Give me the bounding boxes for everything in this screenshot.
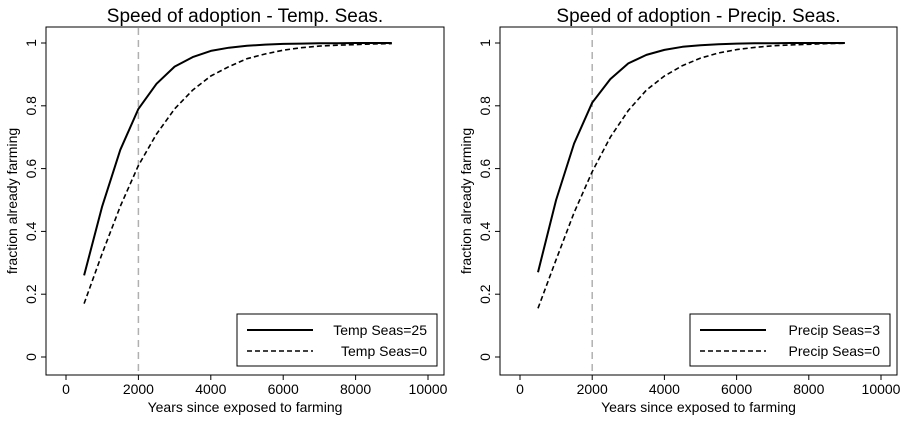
y-tick-label: 0.2 — [477, 284, 493, 304]
chart-panel-1: Speed of adoption - Temp. Seas. 0 2000 4000… — [4, 6, 448, 415]
series-line-1 — [83, 42, 392, 276]
series-line-1 — [537, 42, 845, 273]
x-axis-label: Years since exposed to farming — [148, 399, 343, 415]
y-tick-label: 0 — [23, 353, 39, 361]
legend-label-2: Temp Seas=0 — [341, 343, 427, 359]
y-axis-label: fraction already farming — [458, 128, 474, 274]
chart-title: Speed of adoption - Temp. Seas. — [107, 6, 383, 27]
y-tick-label: 0.8 — [477, 96, 493, 116]
chart-panel-2: Speed of adoption - Precip. Seas. 0 2000 40… — [458, 6, 901, 415]
x-tick-label: 4000 — [649, 381, 680, 397]
y-tick-label: 0.4 — [23, 221, 39, 241]
plot-frame — [499, 26, 898, 376]
y-tick-label: 0.6 — [23, 159, 39, 179]
x-tick-label: 2000 — [123, 381, 154, 397]
chart-title: Speed of adoption - Precip. Seas. — [556, 6, 840, 27]
x-tick-label: 8000 — [793, 381, 824, 397]
x-tick-label: 0 — [516, 381, 524, 397]
x-tick-label: 10000 — [409, 381, 448, 397]
legend-label-1: Temp Seas=25 — [333, 322, 427, 338]
x-tick-label: 2000 — [577, 381, 608, 397]
legend-box — [689, 313, 891, 367]
y-tick-label: 0.4 — [477, 221, 493, 241]
x-tick-label: 0 — [62, 381, 70, 397]
y-tick-label: 0.2 — [23, 284, 39, 304]
x-tick-label: 6000 — [721, 381, 752, 397]
y-tick-label: 1 — [23, 39, 39, 47]
series-line-2 — [537, 42, 845, 309]
legend-label-1: Precip Seas=3 — [789, 322, 881, 338]
y-axis-label: fraction already farming — [4, 128, 20, 274]
x-tick-label: 8000 — [340, 381, 371, 397]
legend-label-2: Precip Seas=0 — [789, 343, 881, 359]
y-tick-label: 0 — [477, 353, 493, 361]
legend-box — [236, 313, 438, 367]
series-line-2 — [83, 42, 392, 304]
x-tick-label: 4000 — [195, 381, 226, 397]
y-tick-label: 0.8 — [23, 96, 39, 116]
plot-frame — [45, 26, 445, 376]
x-tick-label: 10000 — [862, 381, 901, 397]
x-axis-label: Years since exposed to farming — [601, 399, 796, 415]
y-tick-label: 0.6 — [477, 159, 493, 179]
y-tick-label: 1 — [477, 39, 493, 47]
x-tick-label: 6000 — [268, 381, 299, 397]
